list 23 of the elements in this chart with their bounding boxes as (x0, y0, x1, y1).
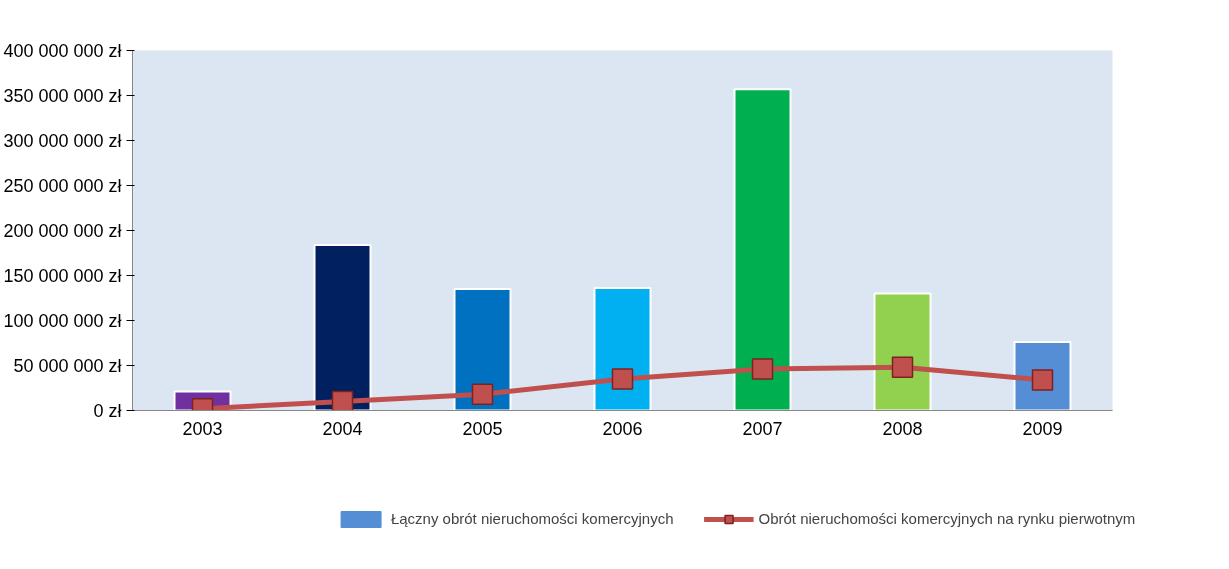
bar (313, 243, 372, 411)
x-tick-label: 2004 (322, 418, 363, 439)
x-tick-label: 2007 (742, 418, 783, 439)
legend-label: Obrót nieruchomości komercyjnych na rynku pierwotnym (758, 510, 1136, 527)
y-tick-label: 400 000 000 zł (3, 40, 122, 61)
y-tick-label: 100 000 000 zł (3, 310, 122, 331)
y-tick-label: 200 000 000 zł (3, 220, 122, 241)
legend-label: Łączny obrót nieruchomości komercyjnych (390, 510, 674, 527)
x-tick-label: 2003 (182, 418, 223, 439)
y-tick-label: 50 000 000 zł (13, 355, 122, 376)
bar (733, 88, 792, 411)
x-tick-label: 2006 (602, 418, 643, 439)
x-tick-label: 2009 (1022, 418, 1063, 439)
y-tick-label: 350 000 000 zł (3, 85, 122, 106)
bar (593, 287, 652, 411)
y-tick-label: 0 zł (93, 400, 122, 421)
y-tick-label: 150 000 000 zł (3, 265, 122, 286)
bar (873, 292, 932, 411)
y-tick-label: 250 000 000 zł (3, 175, 122, 196)
y-tick-label: 300 000 000 zł (3, 130, 122, 151)
bar (453, 288, 512, 411)
x-tick-label: 2008 (882, 418, 923, 439)
x-tick-label: 2005 (462, 418, 503, 439)
